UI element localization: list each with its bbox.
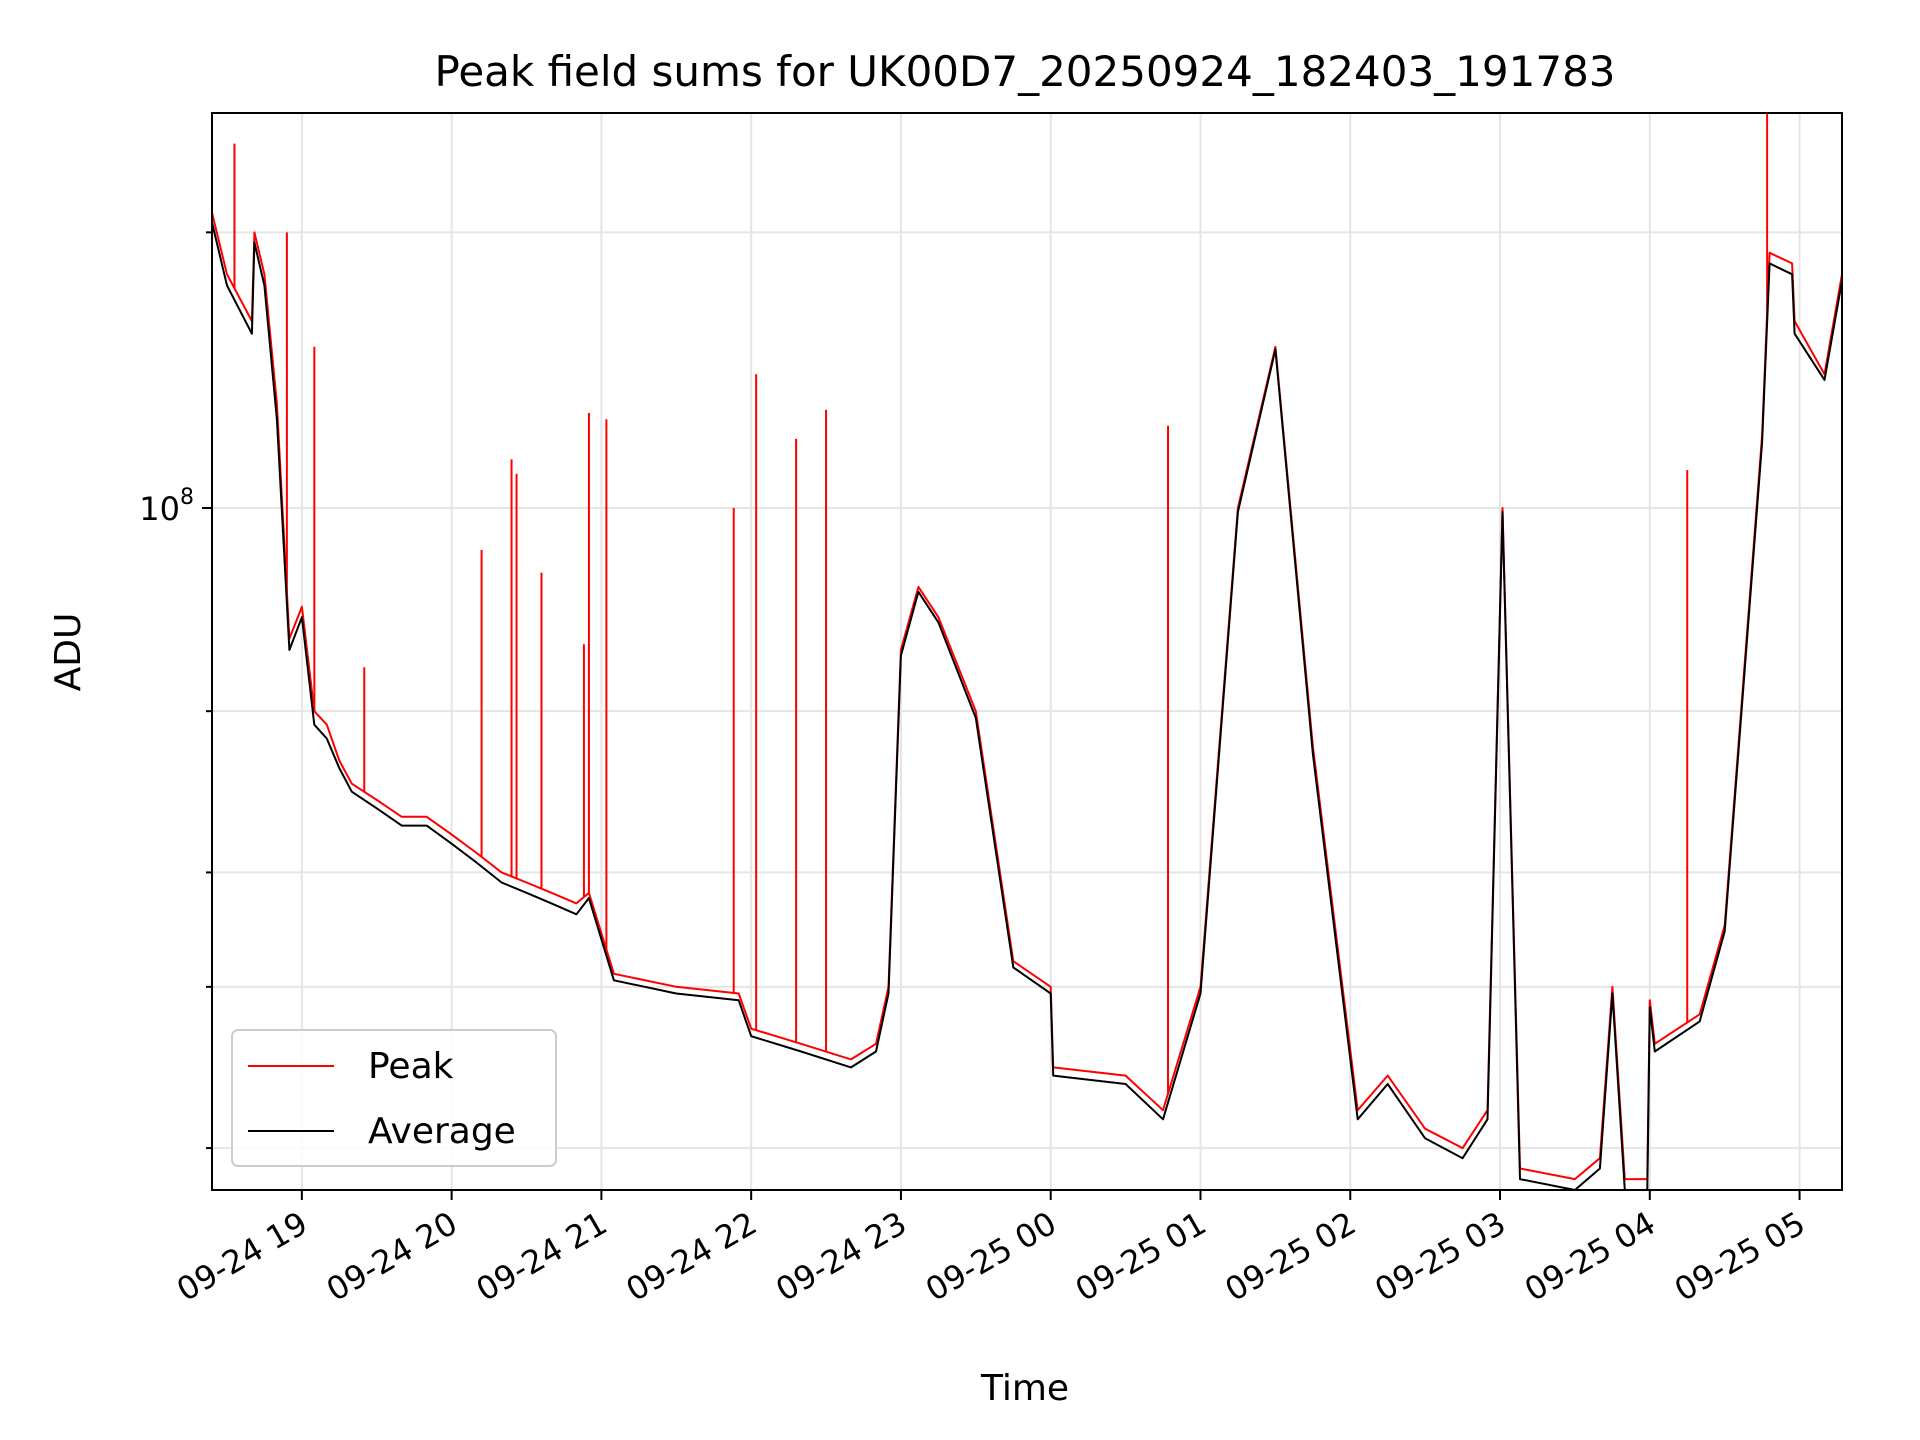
series-line-average xyxy=(212,222,1842,1190)
plot-frame xyxy=(211,112,1843,1191)
x-axis-label: Time xyxy=(980,1368,1069,1409)
plot-area xyxy=(212,113,1842,1190)
legend: Peak Average xyxy=(231,1029,557,1167)
legend-label-average: Average xyxy=(368,1111,516,1152)
y-axis: 108 xyxy=(139,231,212,1150)
legend-label-peak: Peak xyxy=(368,1046,454,1087)
grid xyxy=(212,113,1842,1190)
y-tick-label: 108 xyxy=(139,485,194,528)
series-layer xyxy=(212,113,1842,1190)
series-line-peak xyxy=(212,212,1842,1181)
chart-title: Peak field sums for UK00D7_20250924_1824… xyxy=(434,47,1615,96)
y-axis-label: ADU xyxy=(48,613,89,692)
